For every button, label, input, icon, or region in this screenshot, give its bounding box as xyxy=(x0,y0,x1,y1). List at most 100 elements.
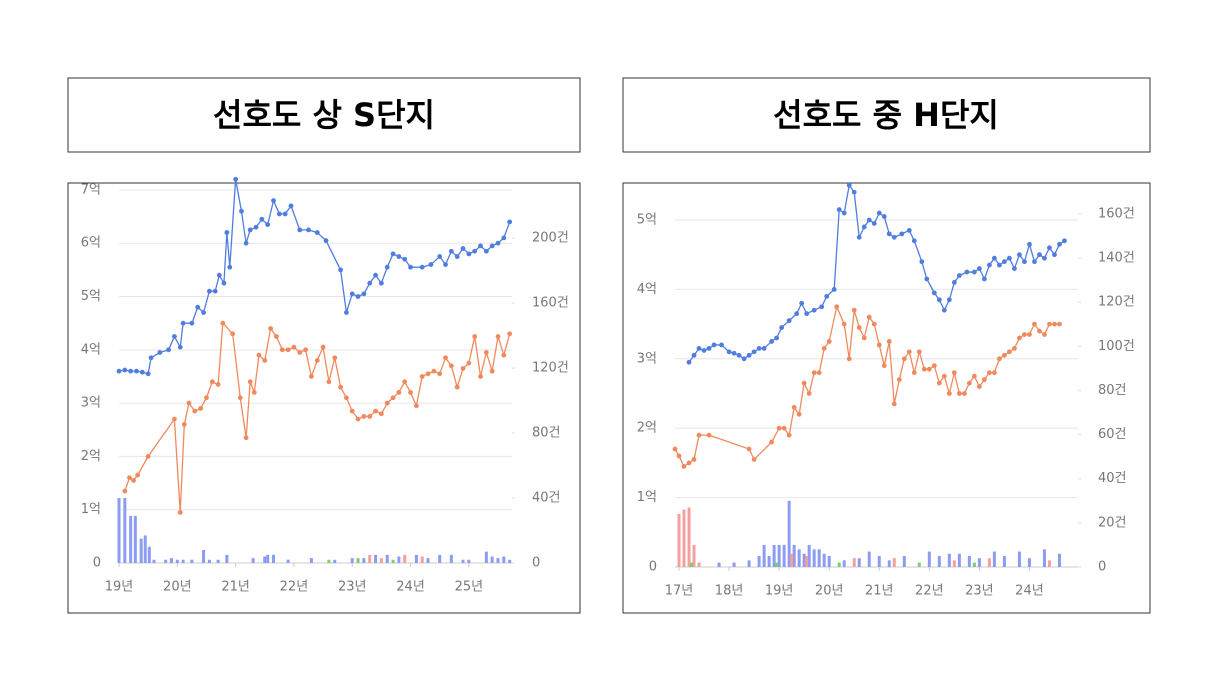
bar xyxy=(842,560,846,567)
marker xyxy=(472,334,478,339)
y2-tick-label: 160건 xyxy=(1098,206,1135,221)
x-tick-label: 17년 xyxy=(665,584,694,599)
bar xyxy=(251,558,255,563)
marker xyxy=(134,368,139,374)
marker xyxy=(192,408,198,414)
bar xyxy=(827,555,831,567)
y2-tick-label: 200건 xyxy=(532,231,569,246)
x-tick-label: 25년 xyxy=(455,580,484,595)
bar xyxy=(286,559,290,563)
marker xyxy=(291,344,297,350)
marker xyxy=(769,439,775,445)
marker xyxy=(786,432,792,438)
bar xyxy=(852,558,856,567)
marker xyxy=(891,234,897,240)
y2-tick-label: 80건 xyxy=(1098,383,1127,398)
x-tick-label: 22년 xyxy=(915,584,944,599)
marker xyxy=(1037,328,1042,334)
marker xyxy=(177,344,183,350)
bar xyxy=(169,558,173,563)
marker xyxy=(956,273,962,278)
marker xyxy=(344,395,349,401)
bar xyxy=(807,544,811,567)
bar xyxy=(133,515,137,563)
marker xyxy=(997,356,1002,362)
marker xyxy=(320,344,326,350)
marker xyxy=(1037,252,1042,258)
marker xyxy=(243,435,249,441)
marker xyxy=(251,390,257,395)
marker xyxy=(472,248,478,254)
y2-tick-label: 40건 xyxy=(532,491,561,506)
marker xyxy=(1052,321,1057,327)
bar xyxy=(266,554,270,563)
marker xyxy=(189,320,195,326)
bar xyxy=(902,555,906,567)
marker xyxy=(166,347,171,353)
bar xyxy=(202,550,206,563)
marker xyxy=(821,345,827,351)
marker xyxy=(1062,238,1067,244)
marker xyxy=(402,256,408,262)
marker xyxy=(756,345,762,351)
marker xyxy=(1027,241,1032,247)
y-tick-label: 0 xyxy=(649,560,657,575)
y-tick-label: 5억 xyxy=(637,213,657,228)
marker xyxy=(1007,349,1012,355)
marker xyxy=(991,255,997,261)
marker xyxy=(841,321,847,327)
marker xyxy=(851,189,857,195)
bar xyxy=(414,554,418,563)
marker xyxy=(507,331,513,337)
marker xyxy=(751,349,757,355)
marker xyxy=(961,391,967,396)
marker xyxy=(981,276,987,282)
bar xyxy=(1017,551,1021,567)
chart-title: 선호도 중 H단지 xyxy=(773,96,999,134)
marker xyxy=(1022,259,1027,265)
marker xyxy=(1047,245,1052,251)
marker xyxy=(876,342,882,348)
marker xyxy=(774,335,780,341)
bar xyxy=(947,553,951,567)
x-tick-label: 19년 xyxy=(105,580,134,595)
bar xyxy=(762,544,766,567)
marker xyxy=(706,432,712,438)
marker xyxy=(719,342,724,348)
bar xyxy=(972,562,976,567)
y-tick-label: 2억 xyxy=(81,449,101,464)
marker xyxy=(701,348,707,353)
marker xyxy=(876,210,882,216)
bar xyxy=(892,558,896,567)
marker xyxy=(122,367,128,373)
marker xyxy=(355,416,361,422)
y-tick-label: 3억 xyxy=(637,351,657,366)
marker xyxy=(1007,255,1012,261)
marker xyxy=(288,203,294,209)
bar xyxy=(987,558,991,567)
marker xyxy=(796,411,802,417)
marker xyxy=(276,211,282,217)
y2-tick-label: 0 xyxy=(532,556,540,571)
bar xyxy=(812,549,816,567)
marker xyxy=(811,307,817,313)
bar xyxy=(152,559,156,563)
marker xyxy=(408,390,413,395)
marker xyxy=(1017,335,1022,341)
marker xyxy=(265,222,271,227)
marker xyxy=(866,217,872,223)
marker xyxy=(986,370,992,376)
marker xyxy=(981,377,987,383)
marker xyxy=(696,432,702,438)
marker xyxy=(691,352,697,358)
bar xyxy=(992,551,996,567)
bar xyxy=(682,509,686,567)
marker xyxy=(271,198,276,203)
marker xyxy=(303,347,308,353)
marker xyxy=(227,264,233,270)
bar xyxy=(502,556,506,563)
bar xyxy=(877,555,881,567)
bar xyxy=(717,562,721,567)
bar xyxy=(508,559,512,563)
